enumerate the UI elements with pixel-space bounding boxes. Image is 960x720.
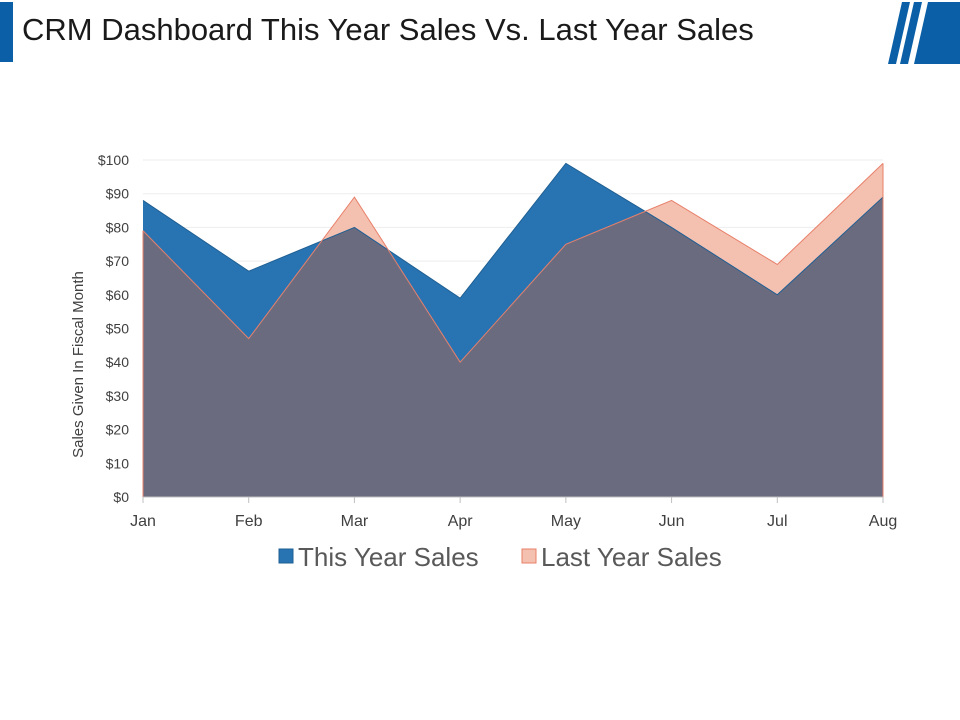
title-accent-bar <box>0 2 13 62</box>
legend-label: This Year Sales <box>298 542 479 572</box>
x-tick-label: Mar <box>341 513 369 530</box>
y-tick-label: $0 <box>113 489 129 505</box>
x-axis-ticks: Jan Feb Mar Apr May Jun Jul Aug <box>130 497 897 530</box>
x-tick-label: Jul <box>767 513 787 530</box>
x-tick-label: May <box>551 513 581 530</box>
page-title: CRM Dashboard This Year Sales Vs. Last Y… <box>22 12 754 47</box>
area-overlap <box>143 163 883 497</box>
chart-legend: This Year Sales Last Year Sales <box>278 542 722 572</box>
title-bar: CRM Dashboard This Year Sales Vs. Last Y… <box>0 0 960 64</box>
legend-swatch <box>521 548 537 564</box>
legend-swatch <box>278 548 294 564</box>
x-tick-label: Jun <box>659 513 685 530</box>
x-tick-label: Feb <box>235 513 263 530</box>
legend-item-last-year: Last Year Sales <box>521 542 722 572</box>
y-tick-label: $100 <box>98 152 129 168</box>
x-tick-label: Aug <box>869 513 897 530</box>
chart-areas <box>142 162 884 497</box>
y-tick-label: $40 <box>106 354 130 370</box>
y-tick-label: $50 <box>106 321 130 337</box>
y-tick-label: $70 <box>106 253 130 269</box>
legend-label: Last Year Sales <box>541 542 722 572</box>
line-last-year-sales <box>142 163 884 364</box>
y-tick-label: $30 <box>106 388 130 404</box>
y-axis-label: Sales Given In Fiscal Month <box>70 271 87 458</box>
y-tick-label: $20 <box>106 422 130 438</box>
legend-item-this-year: This Year Sales <box>278 542 479 572</box>
y-tick-label: $10 <box>106 455 130 471</box>
y-tick-label: $90 <box>106 186 130 202</box>
y-axis-ticks: $0 $10 $20 $30 $40 $50 $60 $70 $80 $90 $100 <box>98 152 129 505</box>
corner-stripes-decoration <box>888 2 960 64</box>
y-tick-label: $80 <box>106 219 130 235</box>
line-this-year-sales <box>142 162 884 299</box>
y-tick-label: $60 <box>106 287 130 303</box>
x-tick-label: Jan <box>130 513 156 530</box>
x-tick-label: Apr <box>448 513 474 530</box>
